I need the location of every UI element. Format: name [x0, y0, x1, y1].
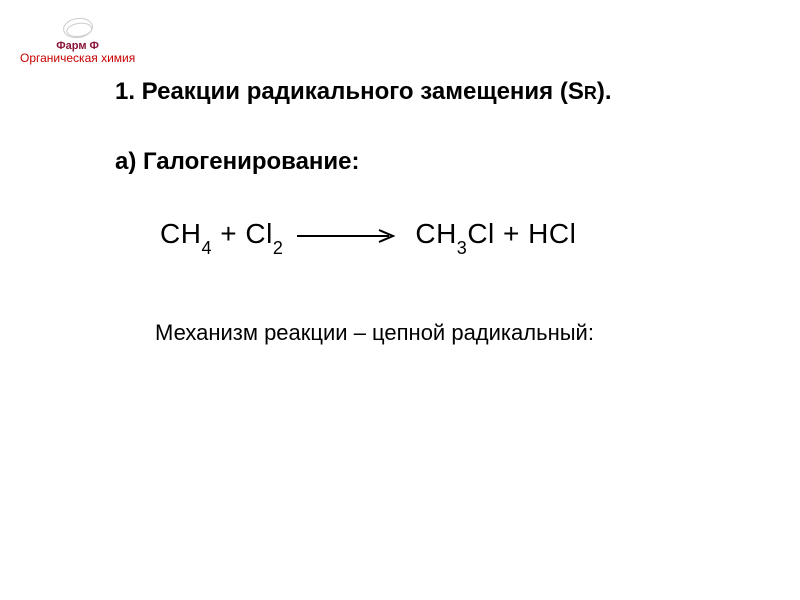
logo-block: Фарм Ф Органическая химия: [20, 18, 135, 65]
subheading: а) Галогенирование:: [115, 148, 360, 176]
mechanism-text: Механизм реакции – цепной радикальный:: [155, 320, 594, 346]
heading-suffix: ).: [597, 78, 612, 105]
reaction-arrow-icon: [297, 229, 397, 243]
section-heading: 1. Реакции радикального замещения (SR).: [115, 78, 612, 106]
plus-cl: + Cl: [212, 218, 273, 249]
prod-ch: CH: [415, 218, 456, 249]
products: CH3Cl + HCl: [415, 218, 576, 255]
ch-n: 4: [201, 238, 212, 258]
prod-rest: Cl + HCl: [467, 218, 576, 249]
cl-n: 2: [273, 238, 284, 258]
reactants: CH4 + Cl2: [160, 218, 283, 255]
chemical-equation: CH4 + Cl2 CH3Cl + HCl: [160, 218, 576, 255]
ch: CH: [160, 218, 201, 249]
ring-icon: [61, 16, 93, 40]
prod-ch-n: 3: [457, 238, 468, 258]
logo-line2: Органическая химия: [20, 52, 135, 65]
heading-prefix: 1. Реакции радикального замещения (S: [115, 78, 584, 105]
heading-sub: R: [584, 83, 597, 103]
